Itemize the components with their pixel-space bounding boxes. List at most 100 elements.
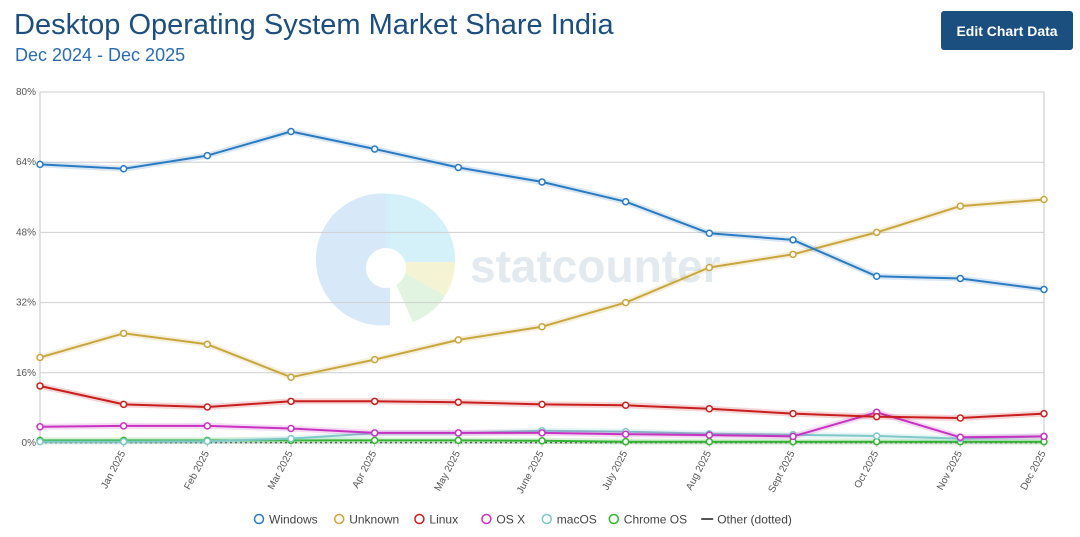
data-point[interactable] bbox=[621, 197, 630, 206]
data-point[interactable] bbox=[872, 412, 881, 421]
legend-item-windows[interactable]: Windows bbox=[253, 513, 318, 527]
data-point[interactable] bbox=[287, 127, 295, 136]
chart-subtitle: Dec 2024 - Dec 2025 bbox=[15, 45, 186, 65]
data-point[interactable] bbox=[1040, 195, 1048, 204]
data-point[interactable] bbox=[119, 329, 128, 338]
y-tick-label: 0% bbox=[22, 438, 37, 449]
data-point[interactable] bbox=[705, 431, 714, 439]
data-point[interactable] bbox=[621, 298, 630, 307]
watermark-logo-slice-cyan bbox=[386, 193, 456, 262]
data-point[interactable] bbox=[1040, 285, 1048, 294]
x-tick-label: May 2025 bbox=[433, 449, 464, 493]
series-unknown bbox=[36, 195, 1048, 381]
legend-label: Other (dotted) bbox=[717, 513, 792, 527]
x-tick-label: Apr 2025 bbox=[351, 449, 380, 490]
legend-swatch bbox=[541, 513, 553, 525]
data-point[interactable] bbox=[287, 373, 295, 381]
data-point[interactable] bbox=[538, 322, 546, 331]
data-point[interactable] bbox=[36, 423, 44, 431]
data-point[interactable] bbox=[370, 436, 379, 445]
data-point[interactable] bbox=[454, 163, 463, 172]
data-point[interactable] bbox=[454, 436, 463, 445]
data-point[interactable] bbox=[705, 437, 714, 446]
series-linux bbox=[36, 382, 1048, 422]
legend-item-chrome-os[interactable]: Chrome OS bbox=[608, 513, 687, 527]
data-point[interactable] bbox=[454, 398, 463, 406]
data-point[interactable] bbox=[956, 433, 965, 442]
watermark-text: statcounter bbox=[470, 240, 721, 292]
legend-label: Chrome OS bbox=[624, 513, 687, 527]
data-point[interactable] bbox=[538, 178, 546, 186]
data-point[interactable] bbox=[203, 437, 212, 445]
data-point[interactable] bbox=[705, 229, 714, 238]
data-point[interactable] bbox=[203, 403, 212, 411]
data-point[interactable] bbox=[538, 437, 546, 445]
data-point[interactable] bbox=[956, 274, 965, 283]
data-point[interactable] bbox=[119, 165, 128, 173]
y-axis: 0% 16% 32% 48% 64% 80% bbox=[16, 87, 36, 449]
data-point[interactable] bbox=[454, 336, 463, 344]
x-tick-label: Nov 2025 bbox=[935, 449, 965, 492]
data-point[interactable] bbox=[287, 397, 295, 406]
data-point[interactable] bbox=[956, 202, 965, 210]
x-tick-label: Aug 2025 bbox=[684, 449, 714, 492]
data-point[interactable] bbox=[538, 429, 546, 437]
data-point[interactable] bbox=[705, 405, 714, 413]
data-point[interactable] bbox=[621, 401, 630, 410]
y-tick-label: 80% bbox=[16, 87, 36, 98]
legend-swatch bbox=[481, 513, 492, 525]
y-tick-label: 16% bbox=[16, 368, 36, 379]
data-point[interactable] bbox=[705, 263, 714, 272]
data-point[interactable] bbox=[956, 414, 965, 422]
y-tick-label: 48% bbox=[16, 227, 36, 238]
legend-item-os-x[interactable]: OS X bbox=[481, 513, 525, 527]
x-tick-label: Dec 2025 bbox=[1019, 449, 1049, 492]
data-point[interactable] bbox=[621, 437, 630, 446]
x-tick-label: Sept 2025 bbox=[767, 449, 798, 495]
data-point[interactable] bbox=[203, 340, 212, 349]
data-point[interactable] bbox=[872, 432, 881, 440]
watermark-logo-hole bbox=[366, 248, 406, 288]
legend-item-macos[interactable]: macOS bbox=[541, 513, 597, 527]
legend-label: Windows bbox=[269, 513, 318, 527]
data-point[interactable] bbox=[119, 422, 128, 430]
data-point[interactable] bbox=[36, 382, 44, 390]
legend-swatch bbox=[608, 513, 620, 525]
data-point[interactable] bbox=[872, 272, 881, 281]
legend-item-linux[interactable]: Linux bbox=[414, 513, 458, 527]
x-tick-label: Jan 2025 bbox=[99, 449, 128, 491]
data-point[interactable] bbox=[119, 400, 128, 409]
data-point[interactable] bbox=[36, 353, 44, 362]
data-point[interactable] bbox=[370, 397, 379, 406]
data-point[interactable] bbox=[36, 160, 44, 169]
edit-chart-data-button[interactable]: Edit Chart Data bbox=[941, 11, 1073, 50]
data-point[interactable] bbox=[370, 429, 379, 437]
x-tick-label: Oct 2025 bbox=[853, 449, 882, 490]
y-tick-label: 64% bbox=[16, 157, 36, 168]
data-point[interactable] bbox=[1040, 432, 1048, 441]
data-point[interactable] bbox=[370, 145, 379, 153]
data-point[interactable] bbox=[872, 228, 881, 237]
data-point[interactable] bbox=[119, 437, 128, 446]
legend-item-unknown[interactable]: Unknown bbox=[333, 513, 400, 527]
data-point[interactable] bbox=[36, 437, 44, 446]
legend-item-other-dotted[interactable]: Other (dotted) bbox=[701, 513, 792, 527]
data-point[interactable] bbox=[621, 430, 630, 438]
data-point[interactable] bbox=[203, 422, 212, 430]
legend-label: OS X bbox=[496, 513, 525, 527]
legend-label: macOS bbox=[557, 513, 597, 527]
data-point[interactable] bbox=[203, 151, 212, 160]
data-point[interactable] bbox=[370, 355, 379, 364]
data-point[interactable] bbox=[287, 434, 295, 443]
data-point[interactable] bbox=[789, 236, 797, 244]
series-layer bbox=[36, 127, 1048, 446]
data-point[interactable] bbox=[1040, 409, 1048, 418]
data-point[interactable] bbox=[789, 432, 797, 441]
data-point[interactable] bbox=[454, 429, 463, 437]
data-point[interactable] bbox=[789, 250, 797, 259]
data-point[interactable] bbox=[538, 400, 546, 409]
data-point[interactable] bbox=[789, 409, 797, 418]
x-axis: Jan 2025 Feb 2025 Mar 2025 Apr 2025 May 2025… bbox=[99, 443, 1049, 496]
data-point[interactable] bbox=[287, 424, 295, 433]
